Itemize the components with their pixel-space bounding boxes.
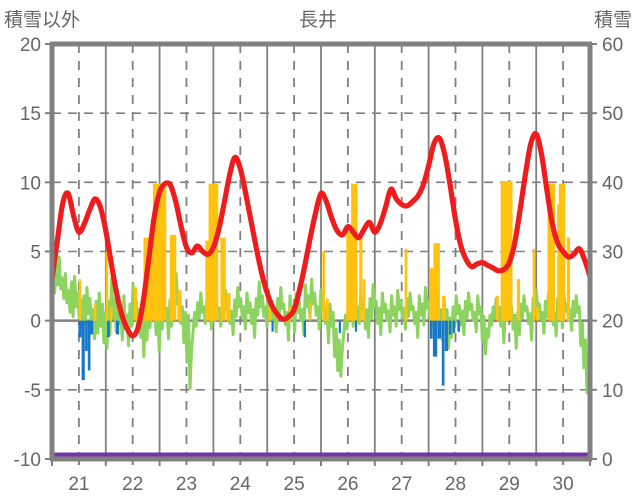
- y2-tick-label: 10: [602, 381, 623, 402]
- snow-bar: [133, 287, 138, 321]
- negative-bar: [441, 320, 445, 386]
- y2-tick-label: 40: [602, 173, 623, 194]
- snow-bar: [177, 290, 182, 321]
- x-tick-label: 21: [68, 474, 89, 495]
- negative-bar: [354, 320, 358, 332]
- y-tick-label: 5: [30, 243, 41, 264]
- snow-bar: [351, 183, 358, 321]
- negative-bar: [432, 320, 438, 357]
- series-temperature-line: [49, 130, 593, 339]
- x-tick-label: 23: [176, 474, 197, 495]
- snow-bar: [429, 268, 434, 321]
- snow-bar: [109, 306, 113, 321]
- negative-bar: [457, 320, 461, 332]
- snow-bar: [226, 293, 231, 321]
- x-tick-label: 25: [284, 474, 305, 495]
- x-axis-ticks: 21 22 23 24 25 26 27 28 29 30: [51, 459, 591, 495]
- x-tick-label: 27: [391, 474, 412, 495]
- negative-bar: [429, 320, 433, 339]
- negative-bar: [444, 320, 448, 352]
- negative-bar: [437, 320, 442, 339]
- negative-bar: [107, 320, 110, 338]
- negative-bar: [87, 320, 91, 371]
- negative-bar: [78, 320, 82, 338]
- x-tick-label: 26: [337, 474, 358, 495]
- y2-tick-label: 20: [602, 312, 623, 333]
- negative-bar: [116, 320, 120, 335]
- x-tick-label: 30: [553, 474, 574, 495]
- snow-bar: [322, 251, 326, 321]
- snow-bar: [359, 237, 363, 321]
- snow-bar: [532, 248, 536, 321]
- snow-bar: [169, 234, 177, 321]
- negative-bar: [90, 320, 94, 335]
- snow-bar: [205, 240, 211, 321]
- y-tick-label: 0: [30, 312, 41, 333]
- snow-bar: [566, 237, 571, 321]
- snow-bar: [496, 295, 499, 321]
- snow-bar: [346, 232, 352, 321]
- y-tick-label: 10: [20, 173, 41, 194]
- negative-bar: [338, 320, 341, 334]
- snow-bar: [516, 279, 521, 321]
- snow-bar: [547, 183, 556, 321]
- snow-bar: [404, 248, 408, 321]
- snow-bar: [500, 180, 513, 321]
- x-tick-label: 22: [122, 474, 143, 495]
- snow-bar: [78, 279, 82, 321]
- series-negative-bars: [78, 320, 461, 386]
- left-axis-ticks: -10 -5 0 5 10 15 20: [14, 35, 52, 471]
- x-tick-label: 24: [230, 474, 252, 495]
- y2-tick-label: 0: [602, 450, 613, 471]
- negative-bar: [452, 320, 456, 334]
- negative-bar: [303, 320, 306, 338]
- y-tick-label: 20: [20, 35, 41, 56]
- snow-bar: [220, 237, 226, 321]
- negative-bar: [81, 320, 85, 381]
- snow-bar: [105, 251, 109, 321]
- snow-bar: [442, 295, 446, 321]
- snow-bar: [93, 304, 97, 321]
- left-axis-caption: 積雪以外: [4, 9, 80, 31]
- y-tick-label: -5: [24, 381, 41, 402]
- right-axis-ticks: 0 10 20 30 40 50 60: [590, 35, 623, 471]
- snow-bar: [362, 279, 366, 321]
- snow-bar: [326, 298, 329, 321]
- page-title: 長井: [299, 9, 337, 31]
- snow-bar: [433, 243, 440, 321]
- y-tick-label: -10: [14, 450, 41, 471]
- snow-bar: [309, 301, 312, 321]
- negative-bar: [448, 320, 452, 335]
- y2-tick-label: 60: [602, 35, 623, 56]
- snow-bar: [535, 306, 539, 321]
- y2-tick-label: 50: [602, 104, 623, 125]
- y-tick-label: 15: [20, 104, 41, 125]
- y2-tick-label: 30: [602, 243, 623, 264]
- x-tick-label: 28: [445, 474, 466, 495]
- snow-bar: [268, 304, 272, 321]
- negative-bar: [85, 320, 88, 352]
- right-axis-caption: 積雪: [594, 9, 632, 31]
- x-tick-label: 29: [499, 474, 520, 495]
- negative-bar: [271, 320, 274, 332]
